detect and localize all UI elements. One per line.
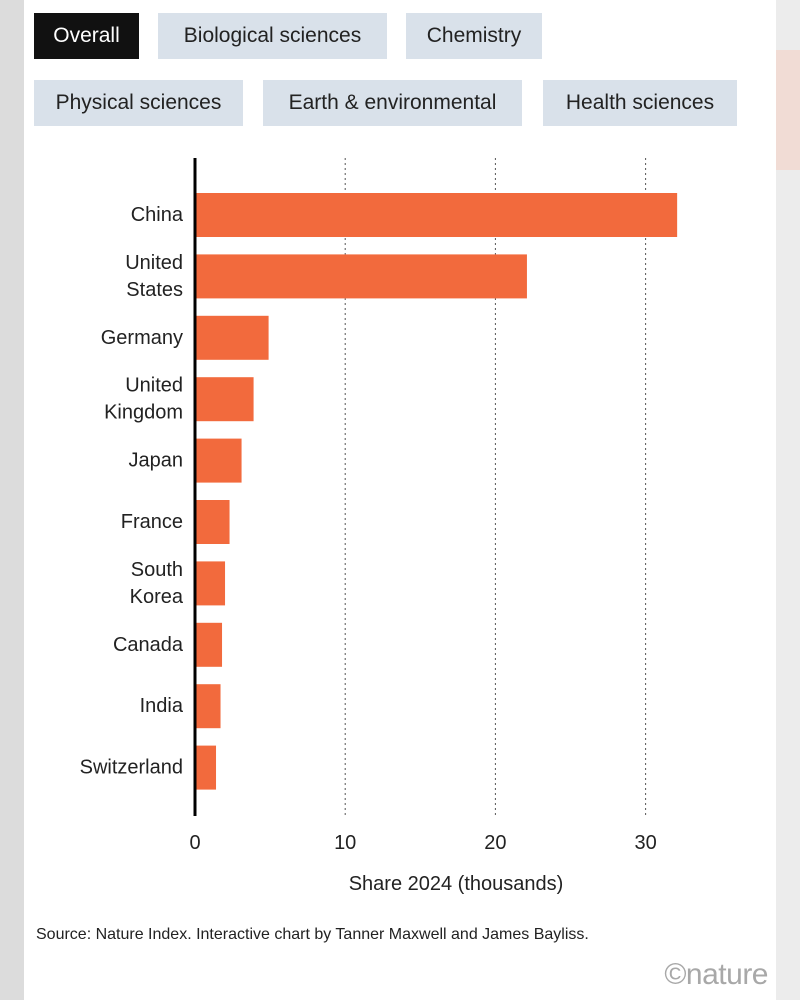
x-tick-label: 20 bbox=[484, 832, 506, 854]
x-tick-label: 0 bbox=[189, 832, 200, 854]
category-label: France bbox=[121, 511, 183, 533]
category-label: Switzerland bbox=[80, 757, 183, 779]
source-note: Source: Nature Index. Interactive chart … bbox=[36, 926, 589, 943]
nature-logo: ©nature bbox=[664, 958, 768, 991]
background-strip-left bbox=[0, 0, 24, 1000]
tab-overall[interactable]: Overall bbox=[34, 13, 139, 59]
bar bbox=[195, 500, 230, 544]
category-label: China bbox=[131, 204, 184, 226]
category-label: Japan bbox=[129, 450, 184, 472]
bar bbox=[195, 745, 217, 790]
bar bbox=[195, 561, 226, 606]
bar bbox=[195, 438, 242, 483]
tab-biological-sciences[interactable]: Biological sciences bbox=[158, 13, 387, 59]
bar bbox=[195, 193, 678, 237]
category-label: South Korea bbox=[130, 559, 184, 608]
x-tick-label: 30 bbox=[634, 832, 656, 854]
tab-earth-environmental[interactable]: Earth & environmental bbox=[263, 80, 522, 126]
tab-physical-sciences[interactable]: Physical sciences bbox=[34, 80, 243, 126]
x-axis-title: Share 2024 (thousands) bbox=[349, 873, 564, 895]
category-label: Canada bbox=[113, 634, 184, 656]
bar bbox=[195, 315, 269, 360]
category-label: India bbox=[140, 695, 184, 717]
bar bbox=[195, 254, 527, 299]
bar-chart: China United States Germany United Kingdom Jap… bbox=[80, 158, 678, 895]
x-tick-label: 10 bbox=[334, 832, 356, 854]
chart-card: Overall Biological sciences Chemistry Ph… bbox=[24, 0, 776, 1000]
tab-health-sciences[interactable]: Health sciences bbox=[543, 80, 737, 126]
background-strip-right bbox=[776, 0, 800, 1000]
category-label: Germany bbox=[101, 327, 183, 349]
tab-chemistry[interactable]: Chemistry bbox=[406, 13, 542, 59]
bar bbox=[195, 622, 223, 667]
bar bbox=[195, 684, 221, 729]
category-label: United Kingdom bbox=[104, 375, 183, 424]
category-label: United States bbox=[125, 252, 183, 301]
bar bbox=[195, 377, 254, 422]
